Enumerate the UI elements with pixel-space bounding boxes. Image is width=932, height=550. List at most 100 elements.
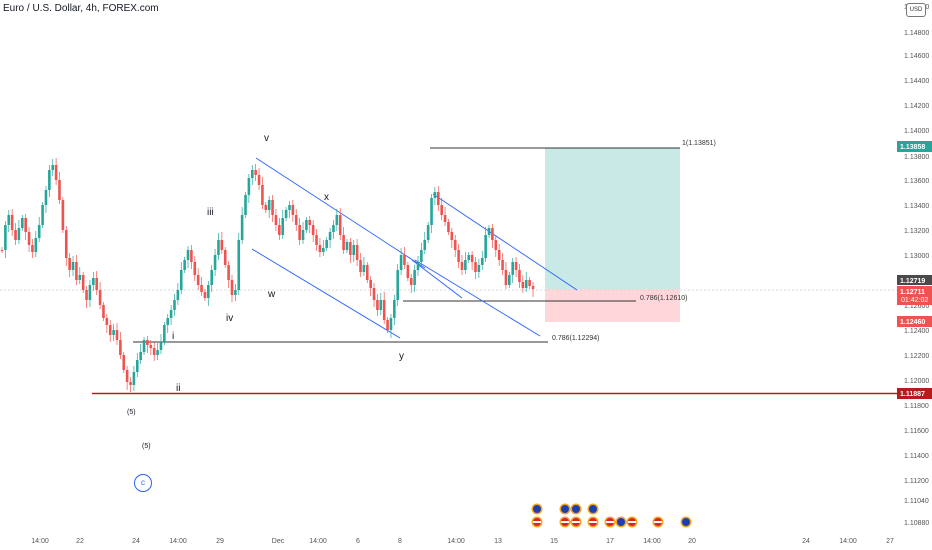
us-event-icon[interactable] [559, 516, 571, 528]
candle-body [311, 225, 315, 235]
candle-body [508, 275, 511, 285]
candle-body [24, 218, 27, 232]
eu-event-icon[interactable] [587, 503, 599, 515]
last-close-tag[interactable] [897, 275, 932, 285]
candle-body [514, 262, 518, 270]
candle-body [396, 270, 400, 300]
wave-label-i: i [172, 331, 174, 342]
candle-body [112, 330, 115, 335]
eu-event-icon[interactable] [570, 503, 582, 515]
wave-label-y: y [399, 351, 404, 362]
candle-body [183, 260, 186, 270]
candle-body [95, 278, 99, 290]
candle-body [146, 340, 149, 345]
price-axis-label: 1.13600 [904, 178, 929, 185]
candle-body [494, 240, 498, 250]
candle-body [166, 318, 170, 325]
candle-body [10, 215, 14, 230]
candle-body [264, 205, 268, 210]
support-price-tag[interactable] [897, 388, 932, 399]
price-axis-label: 1.11040 [904, 498, 929, 505]
eu-event-icon[interactable] [615, 516, 627, 528]
price-axis-label: 1.13400 [904, 203, 929, 210]
candle-body [257, 175, 261, 185]
candle-body [491, 228, 494, 240]
us-event-icon[interactable] [604, 516, 616, 528]
candle-body [379, 300, 383, 310]
candle-body [169, 310, 173, 318]
price-axis[interactable]: 1.150001.148001.146001.144001.142001.140… [904, 4, 929, 527]
candle-body [34, 238, 38, 252]
time-axis-label: 14:00 [309, 538, 327, 545]
price-axis-label: 1.12400 [904, 328, 929, 335]
candle-body [149, 345, 153, 348]
price-axis-label: 1.11200 [904, 478, 929, 485]
candle-body [274, 215, 278, 225]
candle-body [247, 178, 251, 195]
candle-body [315, 235, 318, 245]
candle-body [308, 220, 312, 225]
fib-level-a-label: 0.786(1.12610) [640, 295, 687, 302]
candle-body [460, 262, 464, 270]
wave-label-w: w [267, 289, 276, 300]
time-axis-label: 17 [606, 538, 614, 545]
price-axis-label: 1.12000 [904, 378, 929, 385]
time-axis-label: 20 [688, 538, 696, 545]
candle-body [301, 230, 305, 240]
candle-body [352, 245, 356, 255]
price-axis-label: 1.11600 [904, 428, 929, 435]
candle-body [464, 260, 467, 270]
candle-body [139, 352, 142, 360]
candle-body [75, 262, 78, 280]
candle-body [190, 250, 193, 262]
candle-body [193, 262, 197, 275]
target-zone[interactable] [545, 148, 680, 289]
wave-label-five-a: (5) [127, 409, 136, 416]
candle-body [230, 280, 234, 295]
candle-body [142, 340, 146, 352]
wave-label-iv: iv [226, 313, 233, 324]
symbol-title[interactable]: Euro / U.S. Dollar, 4h, FOREX.com [3, 3, 159, 14]
candle-body [88, 285, 92, 300]
us-event-icon[interactable] [626, 516, 638, 528]
stop-price-tag-text: 1.12460 [900, 319, 925, 326]
candle-body [217, 240, 220, 255]
time-axis-label: 22 [76, 538, 84, 545]
candle-body [420, 250, 423, 262]
time-axis[interactable]: 14:00 22 24 14:00 29 Dec 14:00 6 8 14:00 13 15 17 14:… [31, 538, 894, 545]
currency-badge[interactable]: USD [906, 3, 926, 17]
current-price-tag[interactable] [897, 286, 932, 305]
candle-body [359, 260, 362, 272]
us-event-icon[interactable] [652, 516, 664, 528]
candle-body [220, 240, 224, 250]
candle-body [480, 258, 484, 265]
price-axis-label: 1.13200 [904, 228, 929, 235]
eu-event-icon[interactable] [531, 503, 543, 515]
time-axis-label: 24 [802, 538, 810, 545]
stop-price-tag[interactable] [897, 316, 932, 327]
candle-body [210, 270, 213, 285]
wave-label-iii: iii [207, 207, 214, 218]
target-price-tag[interactable] [897, 141, 932, 152]
time-axis-label: 14:00 [31, 538, 49, 545]
channel-2-lower[interactable] [414, 259, 541, 337]
candle-body [342, 235, 345, 250]
channel-2-mid[interactable] [411, 259, 463, 299]
candle-body [7, 215, 11, 225]
candle-body [484, 235, 487, 258]
us-event-icon[interactable] [531, 516, 543, 528]
eu-event-icon[interactable] [559, 503, 571, 515]
stop-zone[interactable] [545, 289, 680, 322]
candle-body [119, 340, 122, 355]
economic-events[interactable] [531, 503, 692, 528]
us-event-icon[interactable] [587, 516, 599, 528]
channel-2-upper[interactable] [432, 193, 578, 291]
candle-body [125, 370, 129, 382]
eu-event-icon[interactable] [680, 516, 692, 528]
wave-label-c: c [134, 474, 152, 492]
candle-body [447, 222, 450, 232]
us-event-icon[interactable] [570, 516, 582, 528]
channel-1-lower[interactable] [251, 248, 401, 339]
